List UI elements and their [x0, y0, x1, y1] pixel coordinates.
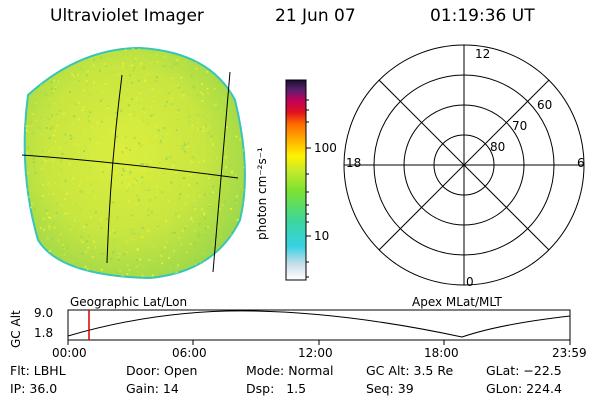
info-door: Door: Open — [126, 363, 198, 378]
mlt-label-12: 12 — [475, 47, 491, 61]
timeline-xtick-1200: 12:00 — [298, 346, 333, 360]
mlt-label-0: 0 — [466, 275, 474, 289]
timeline-ytick-1-8: 1.8 — [34, 326, 54, 340]
timeline-xtick-2359: 23:59 — [552, 346, 587, 360]
info-ip: IP: 36.0 — [10, 381, 58, 396]
uv-image-disk — [23, 46, 246, 280]
colorbar-tick-10: 10 — [314, 229, 330, 243]
info-glon: GLon: 224.4 — [486, 381, 562, 396]
app-title: Ultraviolet Imager — [50, 6, 204, 26]
info-dsp: Dsp: 1.5 — [246, 381, 307, 396]
mlat-label-80: 80 — [490, 140, 506, 154]
timeline-xtick-0000: 00:00 — [52, 346, 87, 360]
polar-grid — [343, 44, 585, 286]
timeline-xtick-1800: 18:00 — [424, 346, 459, 360]
timeline-right-title: Apex MLat/MLT — [412, 295, 502, 309]
colorbar — [285, 79, 307, 281]
timeline-xtick-0600: 06:00 — [172, 346, 207, 360]
geographic-grid-lines — [21, 71, 239, 273]
date-label: 21 Jun 07 — [275, 6, 356, 26]
info-gc-alt: GC Alt: 3.5 Re — [366, 363, 454, 378]
timeline-ytick-9: 9.0 — [34, 306, 54, 320]
timeline-ylabel: GC Alt — [9, 310, 23, 348]
mlat-label-60: 60 — [537, 98, 553, 112]
info-glat: GLat: −22.5 — [486, 363, 562, 378]
info-seq: Seq: 39 — [366, 381, 414, 396]
info-gain: Gain: 14 — [126, 381, 179, 396]
mlt-label-6: 6 — [577, 156, 585, 170]
mlt-label-18: 18 — [346, 156, 362, 170]
colorbar-tick-100: 100 — [314, 141, 337, 155]
colorbar-ticks — [306, 99, 311, 278]
timeline-left-title: Geographic Lat/Lon — [70, 295, 188, 309]
colorbar-unit-label: photon cm⁻²s⁻¹ — [255, 147, 269, 240]
altitude-timeline — [67, 309, 571, 345]
info-filter: Flt: LBHL — [10, 363, 66, 378]
time-label: 01:19:36 UT — [430, 6, 535, 26]
mlat-label-70: 70 — [512, 119, 528, 133]
info-mode: Mode: Normal — [246, 363, 334, 378]
